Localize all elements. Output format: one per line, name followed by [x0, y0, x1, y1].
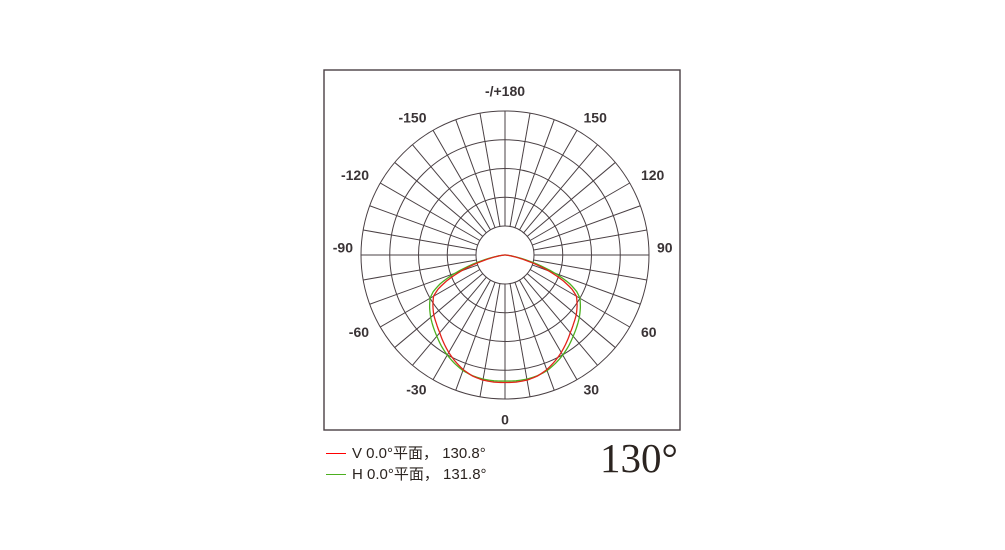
svg-text:-/+180: -/+180 — [485, 83, 525, 99]
svg-text:60: 60 — [641, 324, 657, 340]
svg-text:-60: -60 — [349, 324, 369, 340]
svg-text:150: 150 — [584, 110, 608, 126]
svg-text:120: 120 — [641, 167, 665, 183]
svg-text:-150: -150 — [398, 110, 426, 126]
svg-text:90: 90 — [657, 240, 673, 256]
svg-text:0: 0 — [501, 411, 509, 427]
svg-text:30: 30 — [584, 382, 600, 398]
svg-text:-30: -30 — [406, 382, 426, 398]
svg-text:-120: -120 — [341, 167, 369, 183]
svg-text:-90: -90 — [333, 240, 353, 256]
